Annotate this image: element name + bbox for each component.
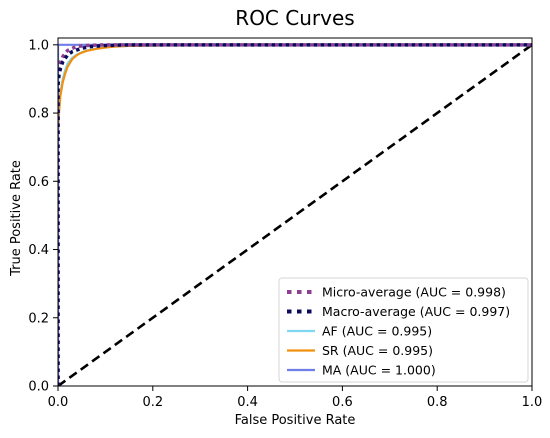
x-tick-label: 0.8: [427, 395, 448, 410]
axes-frame: [57, 37, 533, 387]
y-axis-label: True Positive Rate: [9, 160, 24, 277]
legend-label-2: AF (AUC = 0.995): [322, 324, 432, 339]
legend: Micro-average (AUC = 0.998) Macro-average…: [278, 277, 529, 383]
x-axis-label: False Positive Rate: [235, 413, 356, 428]
x-tick-label: 0.6: [332, 395, 353, 410]
x-tick-label: 0.2: [142, 395, 163, 410]
legend-box: [278, 277, 529, 383]
axis-layer: 0.0 0.2 0.4 0.6 0.8 1.0 0.0 0.2 0.4 0.6 0.8 1.0: [28, 37, 543, 410]
legend-label-1: Macro-average (AUC = 0.997): [322, 304, 510, 319]
y-tick-label: 0.2: [28, 311, 49, 326]
x-tick-label: 0.0: [48, 395, 69, 410]
legend-label-4: MA (AUC = 1.000): [322, 363, 436, 378]
plot-area: [58, 43, 532, 386]
chart-title: ROC Curves: [235, 6, 354, 30]
y-tick-label: 1.0: [28, 38, 49, 53]
legend-label-0: Micro-average (AUC = 0.998): [322, 285, 506, 300]
x-tick-label: 1.0: [522, 395, 543, 410]
y-tick-label: 0.0: [28, 380, 49, 395]
y-tick-label: 0.4: [28, 243, 49, 258]
series-line-1: [58, 43, 532, 386]
y-tick-label: 0.6: [28, 175, 49, 190]
x-tick-label: 0.4: [237, 395, 258, 410]
y-tick-label: 0.8: [28, 107, 49, 122]
legend-label-3: SR (AUC = 0.995): [322, 343, 433, 358]
